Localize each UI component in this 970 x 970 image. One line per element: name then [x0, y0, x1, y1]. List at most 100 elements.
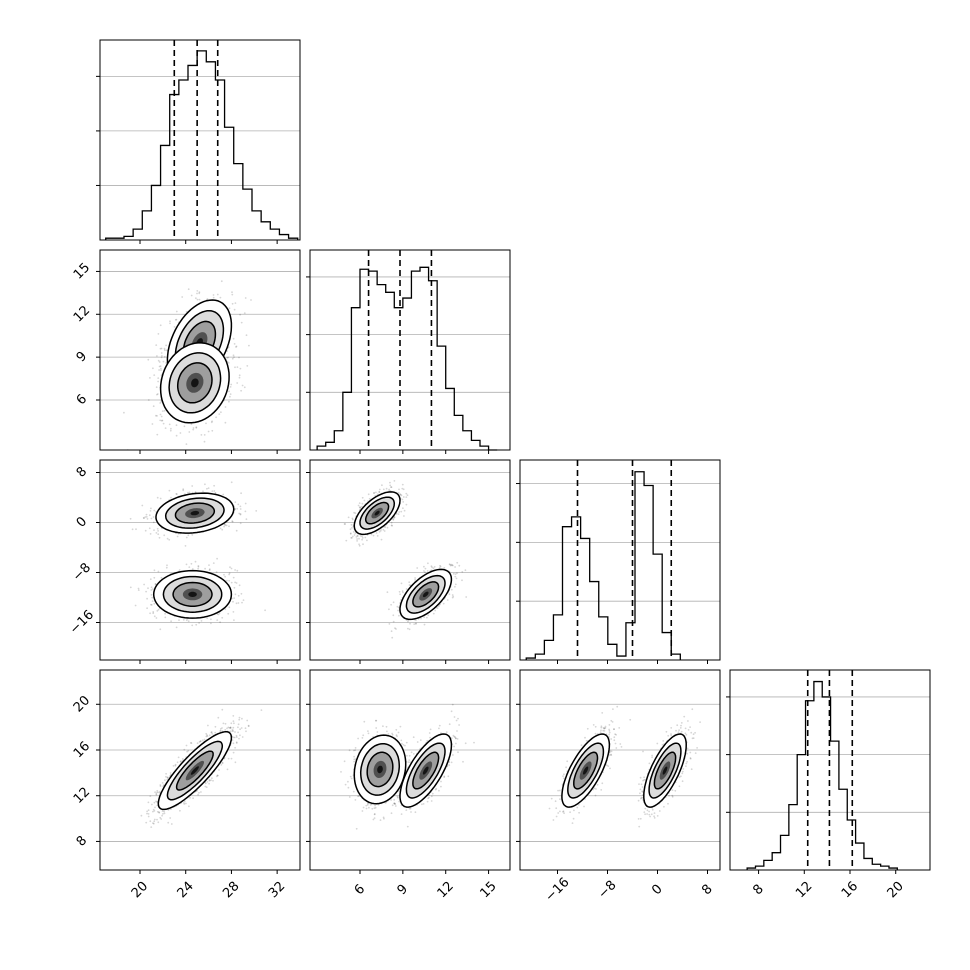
sample-point [198, 292, 201, 295]
sample-point [406, 494, 409, 497]
sample-point [239, 505, 242, 508]
sample-point [424, 567, 427, 570]
sample-point [166, 564, 168, 567]
sample-point [152, 612, 155, 615]
sample-point [228, 573, 231, 576]
sample-point [175, 424, 178, 427]
sample-point [228, 390, 230, 393]
sample-point [235, 346, 237, 348]
sample-point [185, 536, 188, 539]
sample-point [353, 534, 356, 536]
sample-point [182, 619, 185, 621]
histogram-step-2 [525, 471, 681, 660]
scatter-panel-2-0 [96, 459, 301, 664]
sample-point [179, 432, 182, 434]
sample-point [357, 504, 360, 507]
sample-point [184, 545, 187, 547]
sample-point [228, 606, 231, 609]
sample-point [196, 298, 199, 301]
sample-point [159, 419, 162, 422]
sample-point [198, 291, 201, 294]
panel-frame [519, 459, 721, 661]
sample-point [224, 608, 227, 611]
sample-point [433, 566, 436, 568]
sample-point [137, 587, 140, 590]
sample-point [158, 369, 161, 371]
sample-point [244, 297, 247, 299]
sample-point [231, 291, 233, 294]
sample-point [358, 506, 361, 509]
sample-point [389, 484, 392, 487]
sample-point [149, 533, 152, 535]
sample-point [208, 564, 210, 566]
sample-point [157, 608, 160, 611]
sample-point [386, 591, 389, 594]
sample-point [401, 487, 404, 490]
sample-point [231, 357, 234, 360]
sample-point [373, 492, 375, 494]
sample-point [153, 569, 156, 572]
sample-point [238, 584, 241, 587]
sample-point [188, 491, 191, 494]
sample-point [351, 527, 353, 529]
sample-point [165, 362, 168, 364]
sample-point [216, 557, 219, 560]
sample-point [168, 423, 171, 426]
sample-point [221, 616, 224, 619]
sample-point [395, 628, 397, 630]
sample-point [240, 592, 243, 595]
sample-point [351, 518, 354, 521]
sample-point [455, 577, 458, 580]
sample-point [165, 566, 168, 569]
sample-point [224, 575, 227, 578]
sample-point [159, 497, 162, 500]
sample-point [165, 349, 168, 352]
panel-frame [729, 669, 931, 871]
sample-point [163, 355, 166, 358]
panel-grid [730, 696, 930, 813]
sample-point [194, 560, 197, 563]
sample-point [391, 636, 394, 639]
sample-point [240, 321, 243, 324]
sample-point [155, 532, 158, 534]
sample-point [183, 425, 186, 428]
sample-point [210, 421, 213, 424]
sample-point [211, 420, 214, 423]
sample-point [350, 523, 353, 526]
sample-point [236, 366, 239, 368]
sample-point [211, 429, 214, 432]
sample-point [452, 564, 454, 567]
sample-point [195, 426, 198, 428]
sample-point [382, 488, 385, 491]
sample-point [351, 537, 353, 539]
sample-point [243, 312, 246, 314]
sample-point [461, 571, 464, 573]
sample-point [150, 604, 153, 606]
sample-point [176, 493, 178, 495]
sample-point [233, 343, 236, 345]
sample-point [212, 562, 215, 564]
sample-point [178, 619, 180, 621]
sample-point [162, 422, 165, 425]
sample-point [152, 521, 155, 524]
sample-point [175, 318, 178, 321]
sample-point [401, 498, 404, 501]
sample-point [160, 347, 163, 350]
sample-point [197, 565, 200, 567]
sample-point [147, 399, 150, 401]
sample-point [386, 526, 389, 529]
sample-point [402, 488, 405, 491]
sample-point [415, 619, 417, 621]
sample-point [349, 533, 352, 535]
sample-point [152, 516, 155, 518]
sample-point [224, 524, 227, 527]
sample-point [388, 608, 390, 611]
sample-point [221, 528, 224, 531]
sample-point [352, 531, 355, 533]
sample-point [379, 529, 382, 532]
sample-point [218, 413, 221, 415]
sample-point [405, 503, 408, 506]
sample-point [234, 366, 236, 369]
sample-point [185, 619, 188, 622]
sample-point [182, 489, 185, 492]
